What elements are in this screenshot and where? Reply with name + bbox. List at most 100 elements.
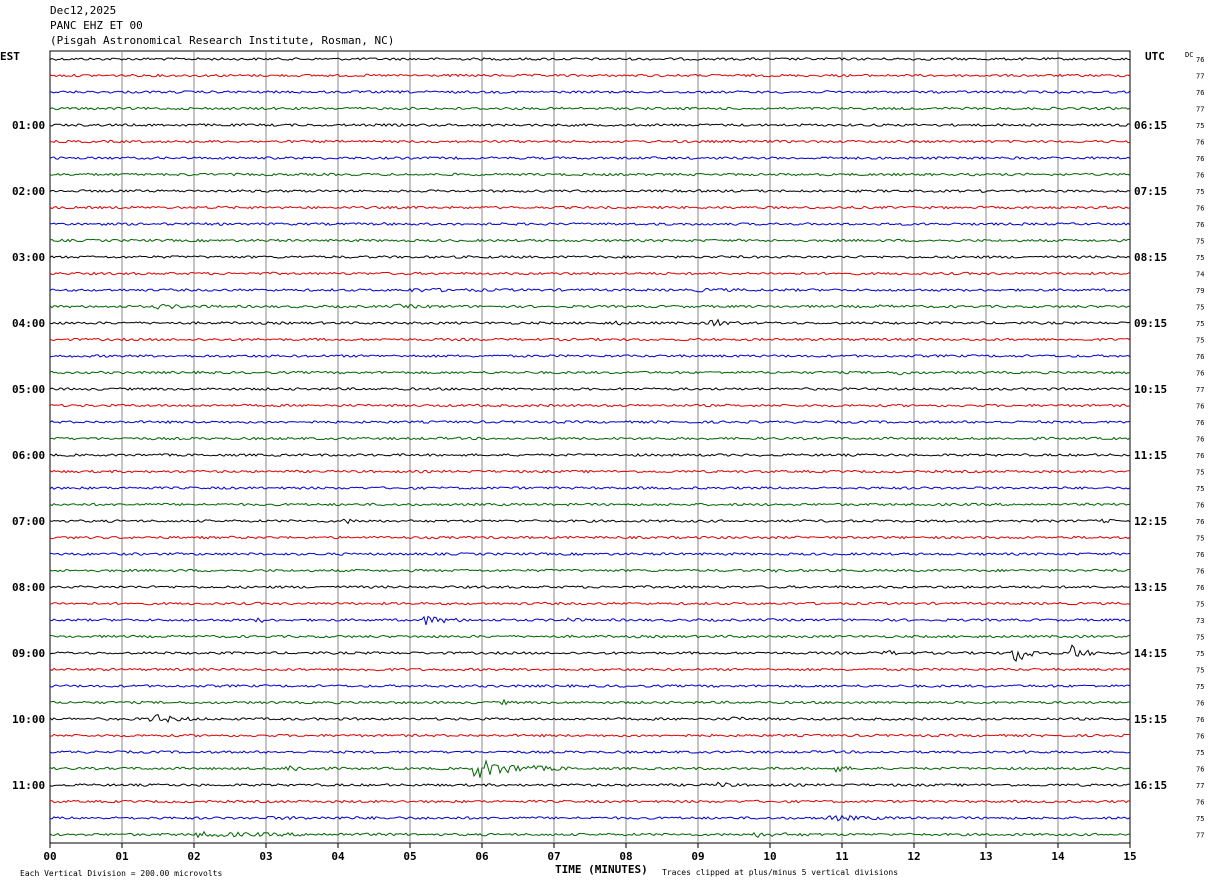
plot-frame — [49, 50, 1131, 844]
seismic-trace — [49, 453, 1131, 457]
seismic-trace — [49, 615, 1131, 626]
seismic-trace — [49, 403, 1131, 408]
right-hour-label: 06:15 — [1134, 119, 1167, 132]
seismic-trace — [49, 238, 1131, 243]
x-tick-label: 11 — [835, 850, 849, 863]
seismic-trace — [49, 518, 1131, 525]
right-hour-label: 12:15 — [1134, 515, 1167, 528]
seismic-trace — [49, 552, 1131, 556]
dc-offset-value: 75 — [1196, 749, 1204, 757]
right-hour-label: 09:15 — [1134, 317, 1167, 330]
scale-note-text: Each Vertical Division = 200.00 microvol… — [20, 869, 222, 878]
dc-offset-value: 76 — [1196, 221, 1204, 229]
seismic-trace — [49, 713, 1131, 723]
left-timezone-label: EST — [0, 50, 20, 63]
date-label: Dec12,2025 — [50, 4, 117, 17]
left-hour-label: 01:00 — [12, 119, 45, 132]
dc-offset-value: 76 — [1196, 436, 1204, 444]
left-hour-label: 11:00 — [12, 779, 45, 792]
left-hour-label: 04:00 — [12, 317, 45, 330]
dc-offset-value: 76 — [1196, 403, 1204, 411]
dc-offset-value: 77 — [1196, 832, 1204, 840]
seismic-trace — [49, 221, 1131, 226]
seismic-trace — [49, 634, 1131, 639]
seismic-trace — [49, 318, 1131, 327]
left-hour-label: 05:00 — [12, 383, 45, 396]
dc-offset-value: 76 — [1196, 56, 1204, 64]
seismic-trace — [49, 106, 1131, 111]
dc-offset-value: 75 — [1196, 337, 1204, 345]
dc-offset-value: 76 — [1196, 419, 1204, 427]
dc-offset-value: 76 — [1196, 568, 1204, 576]
x-tick-label: 15 — [1123, 850, 1136, 863]
dc-offset-value: 75 — [1196, 535, 1204, 543]
dc-header-label: DC — [1185, 51, 1193, 59]
dc-offset-value: 77 — [1196, 386, 1204, 394]
seismic-trace — [49, 271, 1131, 276]
seismic-trace — [49, 90, 1131, 94]
dc-offset-value: 76 — [1196, 518, 1204, 526]
seismic-trace — [49, 205, 1130, 210]
dc-offset-value: 76 — [1196, 584, 1204, 592]
x-tick-label: 03 — [259, 850, 272, 863]
dc-offset-value: 76 — [1196, 370, 1204, 378]
left-hour-label: 03:00 — [12, 251, 45, 264]
right-timezone-label: UTC — [1145, 50, 1165, 63]
seismic-trace — [49, 749, 1131, 754]
right-hour-label: 08:15 — [1134, 251, 1167, 264]
x-tick-label: 00 — [43, 850, 56, 863]
left-hour-label: 06:00 — [12, 449, 45, 462]
seismic-trace — [49, 814, 1131, 822]
station-label: PANC EHZ ET 00 — [50, 19, 143, 32]
seismic-trace — [49, 502, 1131, 507]
seismic-trace — [49, 698, 1130, 706]
dc-offset-value: 73 — [1196, 617, 1204, 625]
seismic-trace — [49, 469, 1131, 474]
seismic-trace — [49, 486, 1131, 490]
dc-offset-value: 76 — [1196, 89, 1204, 97]
seismic-trace — [49, 370, 1131, 376]
seismic-trace — [49, 123, 1131, 127]
seismic-trace — [49, 684, 1131, 688]
right-hour-label: 10:15 — [1134, 383, 1167, 396]
dc-offset-value: 76 — [1196, 452, 1204, 460]
right-hour-label: 16:15 — [1134, 779, 1167, 792]
dc-offset-value: 75 — [1196, 650, 1204, 658]
dc-offset-value: 75 — [1196, 667, 1204, 675]
seismic-trace — [49, 57, 1131, 61]
x-tick-label: 12 — [907, 850, 920, 863]
seismic-trace — [49, 601, 1131, 606]
right-hour-label: 07:15 — [1134, 185, 1167, 198]
right-hour-label: 14:15 — [1134, 647, 1167, 660]
seismic-trace — [49, 535, 1131, 540]
dc-offset-value: 76 — [1196, 700, 1204, 708]
dc-offset-value: 76 — [1196, 155, 1204, 163]
left-hour-label: 09:00 — [12, 647, 45, 660]
seismic-trace — [49, 172, 1131, 177]
x-axis-title: TIME (MINUTES) — [555, 863, 648, 876]
seismic-trace — [49, 139, 1131, 144]
dc-offset-value: 76 — [1196, 172, 1204, 180]
dc-offset-value: 79 — [1196, 287, 1204, 295]
dc-offset-value: 75 — [1196, 634, 1204, 642]
left-hour-label: 08:00 — [12, 581, 45, 594]
seismic-trace — [49, 585, 1131, 590]
dc-offset-value: 75 — [1196, 469, 1204, 477]
x-tick-label: 14 — [1051, 850, 1065, 863]
dc-offset-value: 75 — [1196, 683, 1204, 691]
x-tick-label: 10 — [763, 850, 776, 863]
seismic-trace — [49, 781, 1131, 788]
dc-offset-value: 75 — [1196, 238, 1204, 246]
seismic-trace — [49, 387, 1131, 391]
dc-offset-value: 76 — [1196, 733, 1204, 741]
dc-offset-value: 75 — [1196, 485, 1204, 493]
x-tick-label: 05 — [403, 850, 416, 863]
dc-offset-value: 75 — [1196, 188, 1204, 196]
seismic-trace — [49, 156, 1131, 160]
location-label: (Pisgah Astronomical Research Institute,… — [50, 34, 395, 47]
seismic-trace — [49, 733, 1130, 738]
seismic-trace — [49, 568, 1131, 573]
dc-offset-value: 77 — [1196, 106, 1204, 114]
x-tick-label: 09 — [691, 850, 704, 863]
dc-offset-value: 76 — [1196, 353, 1204, 361]
